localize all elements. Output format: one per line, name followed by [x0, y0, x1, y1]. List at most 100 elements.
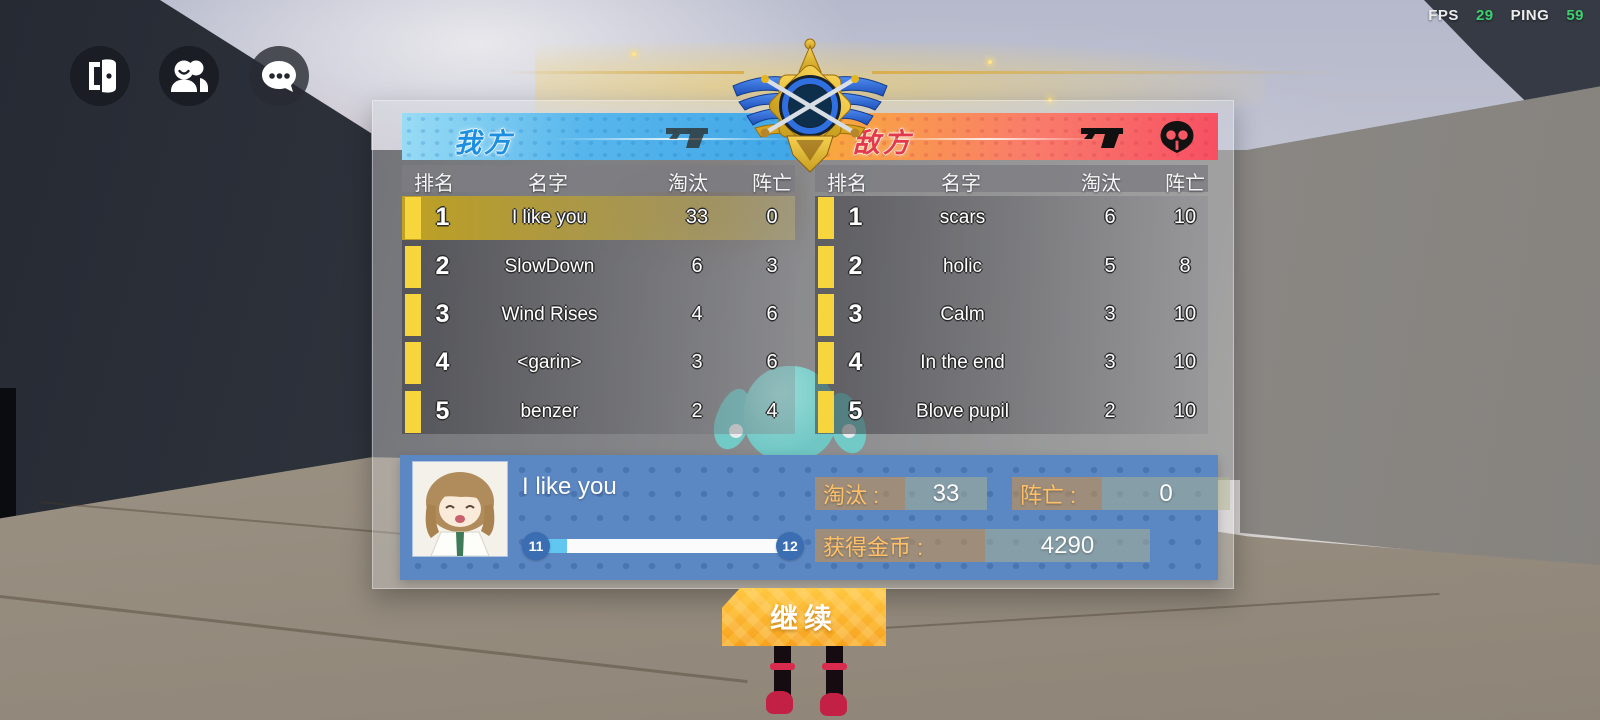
row-rank: 3	[435, 300, 450, 328]
stat-label: 获得金币 :	[815, 529, 985, 562]
emblem-flourish-line	[872, 71, 1344, 74]
pistol-icon	[666, 128, 708, 148]
row-deaths: 8	[1179, 255, 1191, 277]
character-shoe	[820, 693, 847, 716]
ally-score-table: 排名 名字 淘汰 阵亡 1 I like you 33 0 2 SlowDown…	[402, 165, 795, 437]
row-elims: 3	[1104, 351, 1116, 373]
header-name: 名字	[528, 173, 568, 195]
row-name: <garin>	[517, 352, 582, 373]
table-row: 2 holic 5 8	[815, 245, 1208, 289]
rank-bar	[405, 197, 421, 239]
chat-button[interactable]	[249, 46, 309, 106]
avatar[interactable]	[413, 462, 507, 557]
row-deaths: 6	[766, 351, 778, 373]
row-deaths: 10	[1173, 351, 1197, 373]
table-row: 5 benzer 2 4	[402, 390, 795, 434]
row-elims: 2	[691, 400, 703, 422]
rank-bar	[818, 197, 834, 239]
row-name: scars	[939, 207, 986, 228]
player-name: I like you	[522, 473, 617, 500]
row-name: benzer	[520, 401, 579, 422]
banner-decor-line	[869, 138, 1104, 140]
enemy-team-banner: 敌方	[807, 113, 1218, 160]
row-deaths: 3	[766, 255, 778, 277]
rank-bar	[818, 246, 834, 288]
xp-progress-bar	[548, 539, 780, 553]
row-elims: 33	[685, 206, 709, 228]
row-name: SlowDown	[504, 256, 595, 277]
xp-progress-fill	[548, 539, 567, 553]
fps-label: FPS	[1428, 7, 1459, 24]
row-deaths: 10	[1173, 400, 1197, 422]
fps-value: 29	[1475, 7, 1494, 24]
sparkle	[1048, 98, 1052, 102]
enemy-table-header: 排名 名字 淘汰 阵亡	[815, 165, 1208, 195]
row-rank: 5	[435, 397, 450, 425]
row-deaths: 0	[766, 206, 778, 228]
row-rank: 1	[848, 203, 863, 231]
ally-team-banner: 我方	[402, 113, 807, 160]
row-elims: 2	[1104, 400, 1116, 422]
header-rank: 排名	[414, 173, 454, 195]
enemy-team-label: 敌方	[853, 128, 913, 158]
row-elims: 3	[691, 351, 703, 373]
table-row: 3 Wind Rises 4 6	[402, 293, 795, 337]
header-deaths: 阵亡	[1165, 173, 1205, 195]
stat-value: 4290	[985, 529, 1150, 562]
table-body-background	[815, 196, 1208, 434]
character-ankle-band	[822, 663, 847, 670]
table-row: 2 SlowDown 6 3	[402, 245, 795, 289]
header-deaths: 阵亡	[752, 173, 792, 195]
stat-label: 阵亡 :	[1012, 477, 1102, 510]
row-rank: 5	[848, 397, 863, 425]
chat-icon	[262, 61, 296, 92]
row-rank: 4	[435, 348, 450, 376]
sparkle	[632, 52, 636, 56]
row-rank: 2	[435, 252, 450, 280]
row-name: Blove pupil	[916, 401, 1009, 422]
table-row: 1 scars 6 10	[815, 196, 1208, 240]
row-deaths: 6	[766, 303, 778, 325]
skull-mask-icon	[1160, 121, 1194, 153]
avatar-illustration	[413, 462, 507, 557]
enemy-score-table: 排名 名字 淘汰 阵亡 1 scars 6 10 2 holic 5 8 3 C…	[815, 165, 1208, 437]
header-elims: 淘汰	[1081, 173, 1121, 195]
header-elims: 淘汰	[668, 173, 708, 195]
ping-label: PING	[1510, 7, 1550, 24]
row-rank: 3	[848, 300, 863, 328]
row-rank: 1	[435, 203, 450, 231]
stat-eliminations: 淘汰 : 33	[815, 477, 987, 510]
level-next-badge: 12	[776, 532, 804, 560]
emblem-flourish-line	[502, 71, 744, 74]
row-rank: 2	[848, 252, 863, 280]
performance-hud: FPS 29 PING 59	[1428, 7, 1584, 24]
stat-value: 0	[1102, 477, 1230, 510]
level-current-badge: 11	[522, 532, 550, 560]
exit-button[interactable]	[70, 46, 130, 106]
rank-bar	[405, 294, 421, 336]
table-row: 4 In the end 3 10	[815, 341, 1208, 385]
stat-deaths: 阵亡 : 0	[1012, 477, 1230, 510]
stat-value: 33	[905, 477, 987, 510]
ping-value: 59	[1566, 7, 1584, 24]
table-row: 5 Blove pupil 2 10	[815, 390, 1208, 434]
table-row: 4 <garin> 3 6	[402, 341, 795, 385]
header-rank: 排名	[827, 173, 867, 195]
ally-table-header: 排名 名字 淘汰 阵亡	[402, 165, 795, 195]
character-leg	[774, 645, 791, 703]
row-elims: 5	[1104, 255, 1116, 277]
pistol-icon	[1081, 128, 1123, 148]
rank-bar	[405, 246, 421, 288]
row-elims: 6	[691, 255, 703, 277]
row-deaths: 4	[766, 400, 778, 422]
row-deaths: 10	[1173, 206, 1197, 228]
sparkle	[988, 60, 992, 64]
continue-button[interactable]: 继续	[722, 588, 886, 646]
ally-team-label: 我方	[454, 128, 514, 158]
friends-button[interactable]	[159, 46, 219, 106]
stat-coins-earned: 获得金币 : 4290	[815, 529, 1150, 562]
row-elims: 6	[1104, 206, 1116, 228]
character-shoe	[766, 691, 793, 714]
